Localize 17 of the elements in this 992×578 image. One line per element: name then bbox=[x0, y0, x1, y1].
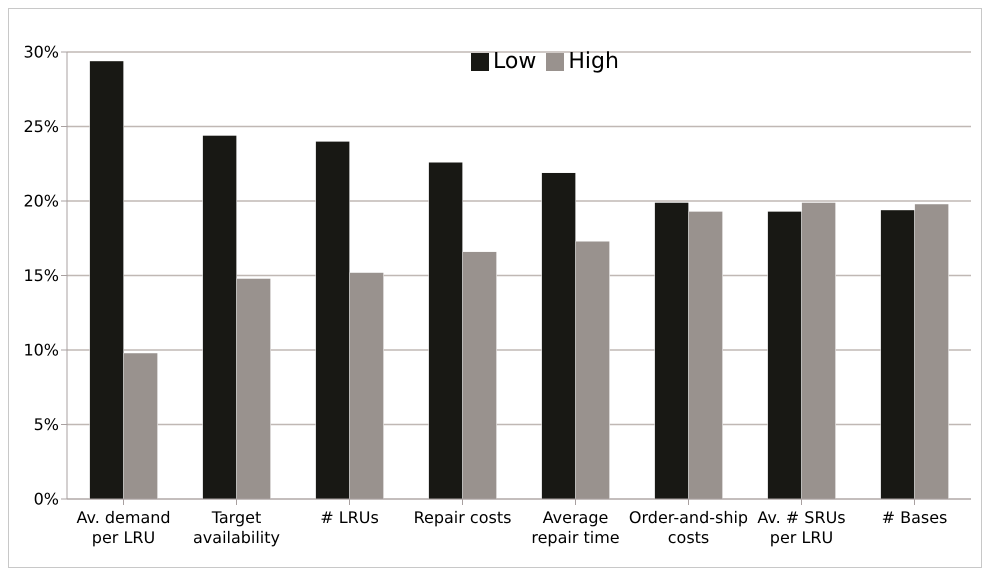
y-tick-label: 10% bbox=[23, 340, 59, 360]
x-tick-label: Av. demand per LRU bbox=[76, 508, 171, 547]
x-tick-label: Average repair time bbox=[531, 508, 620, 547]
x-tick-label: Av. # SRUs per LRU bbox=[757, 508, 846, 547]
y-tick-label: 25% bbox=[23, 117, 59, 136]
x-tick-label: Repair costs bbox=[414, 508, 512, 527]
x-tick-label: Target availability bbox=[192, 508, 280, 547]
y-tick-label: 30% bbox=[23, 42, 59, 62]
x-tick-label: # Bases bbox=[882, 508, 948, 527]
y-tick-label: 15% bbox=[23, 266, 59, 286]
x-tick-label: Order-and-ship costs bbox=[628, 508, 748, 547]
legend-label: High bbox=[568, 49, 619, 74]
legend-label: Low bbox=[493, 49, 536, 74]
y-tick-label: 5% bbox=[34, 415, 59, 434]
y-tick-label: 20% bbox=[23, 192, 59, 211]
y-tick-label: 0% bbox=[34, 490, 59, 509]
x-tick-label: # LRUs bbox=[320, 508, 379, 527]
